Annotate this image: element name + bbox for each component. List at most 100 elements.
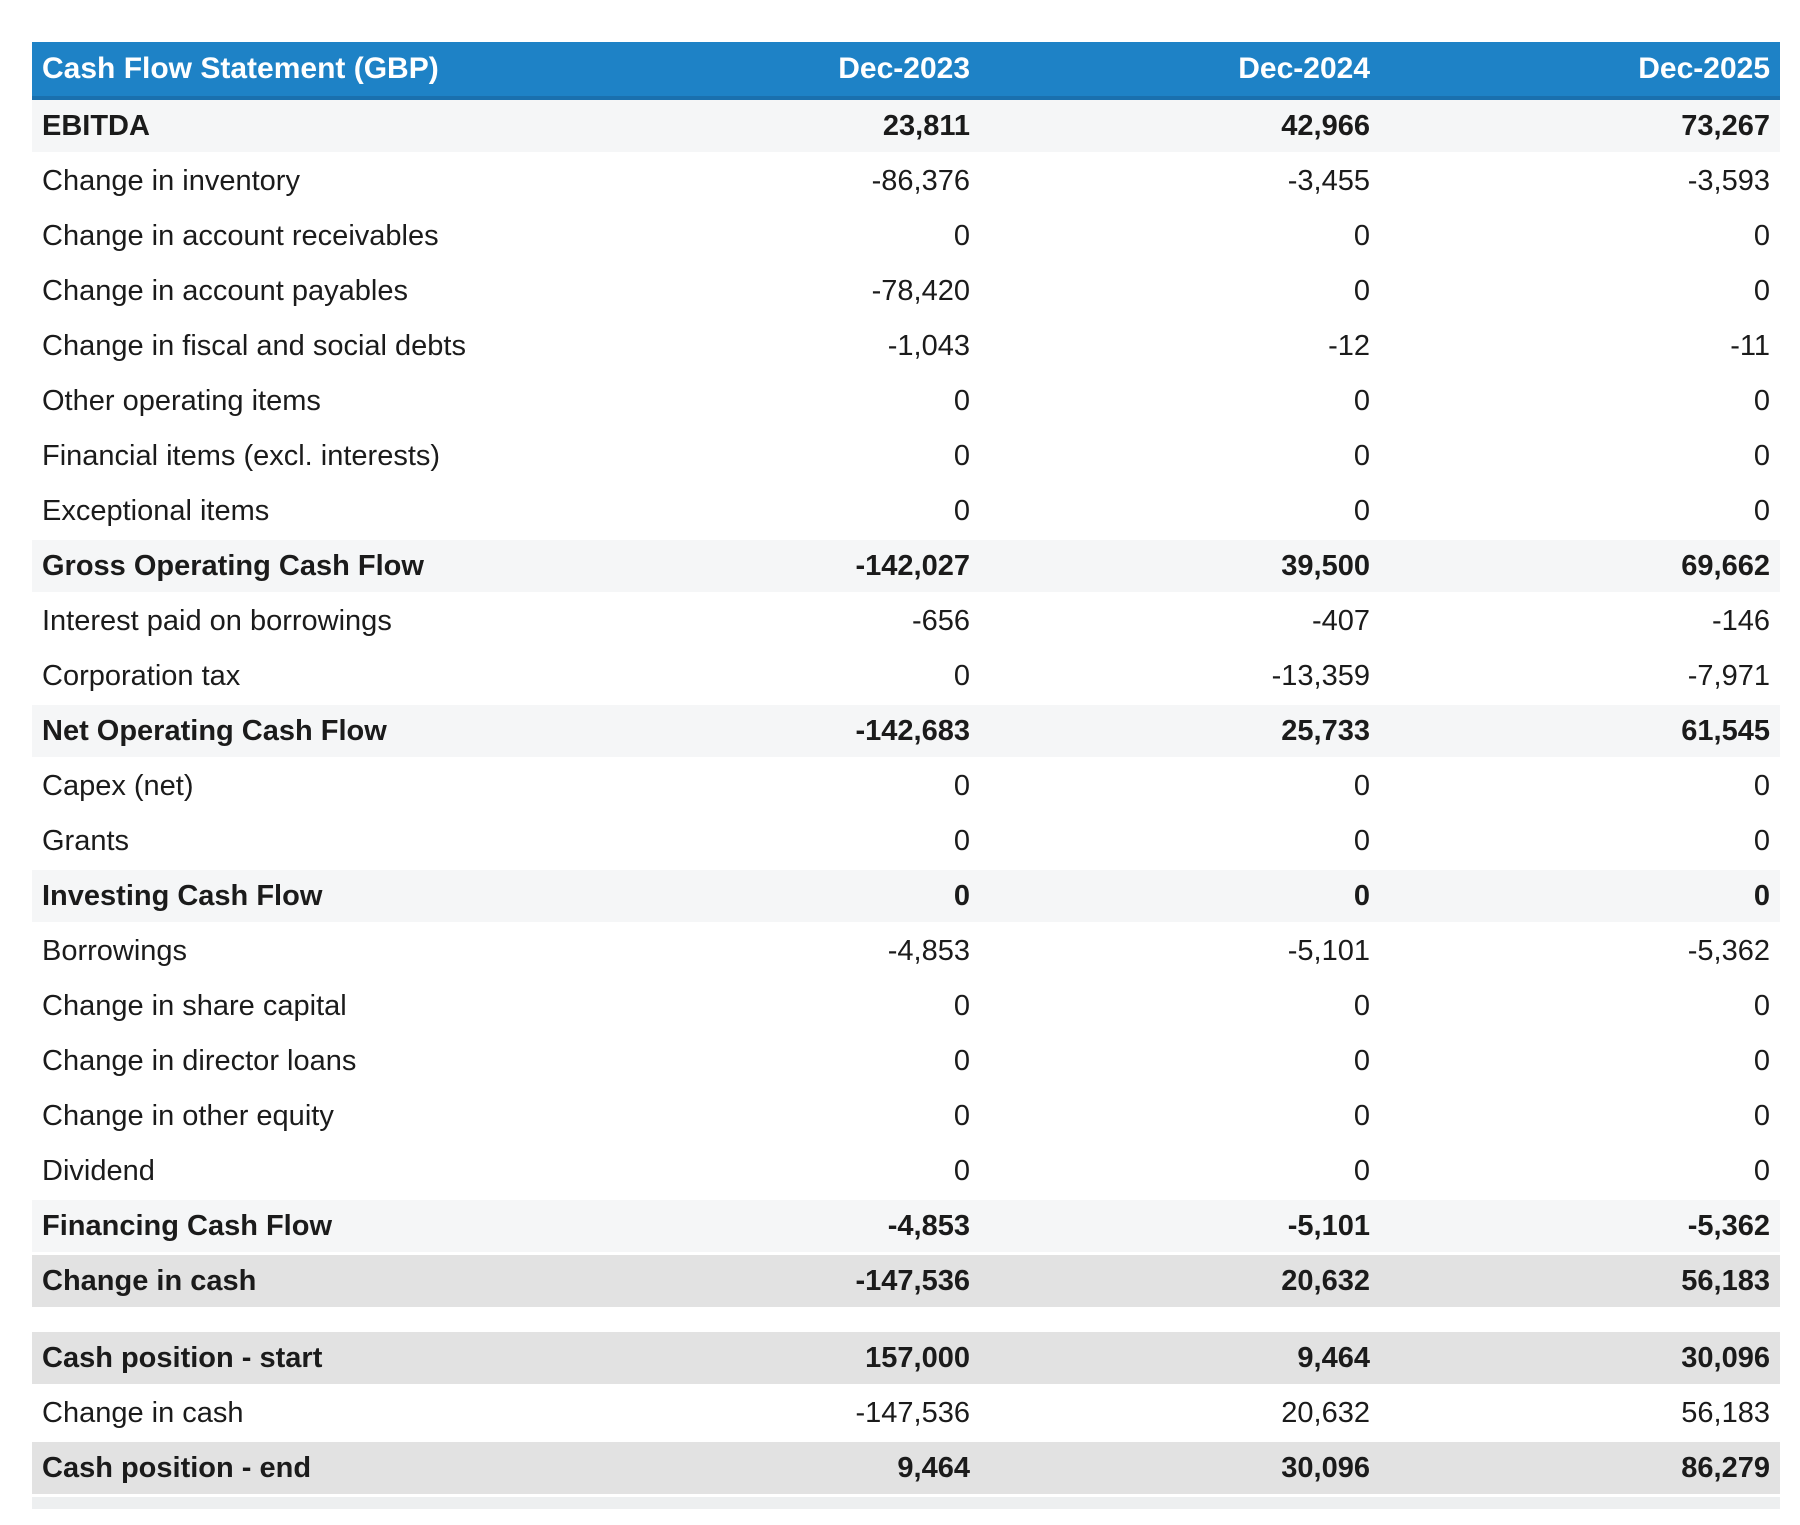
row-label: Change in account payables (42, 275, 408, 307)
cell-value: 61,545 (1681, 715, 1770, 747)
cell-value: 9,464 (1297, 1342, 1370, 1374)
cell-value: 39,500 (1281, 550, 1370, 582)
cell-value: 0 (1353, 1100, 1370, 1132)
row-label: Change in share capital (42, 990, 347, 1022)
cell-value: 0 (953, 220, 970, 252)
row-label: Change in cash (42, 1397, 244, 1429)
table-row: Net Operating Cash Flow -142,683 25,733 61,… (32, 705, 1780, 760)
cell-value: 25,733 (1281, 715, 1370, 747)
cell-value: 0 (1353, 220, 1370, 252)
table-title: Cash Flow Statement (GBP) (42, 52, 439, 85)
cell-value: 0 (953, 385, 970, 417)
cell-value: -142,027 (855, 550, 971, 582)
cell-value: 0 (1353, 385, 1370, 417)
row-label: Capex (net) (42, 770, 194, 802)
cell-value: -11 (1730, 330, 1770, 362)
cell-value: -3,593 (1687, 165, 1770, 197)
row-label: Interest paid on borrowings (42, 605, 392, 637)
cell-value: 0 (1753, 990, 1770, 1022)
cell-value: 0 (953, 440, 970, 472)
cell-value: 0 (1753, 770, 1770, 802)
table-row: EBITDA 23,811 42,966 73,267 (32, 100, 1780, 155)
cell-value: 0 (1353, 825, 1370, 857)
column-header-dec-2023: Dec-2023 (838, 52, 970, 85)
cell-value: 0 (953, 495, 970, 527)
cell-value: 0 (1753, 825, 1770, 857)
cell-value: 0 (1353, 880, 1370, 912)
row-label: Change in director loans (42, 1045, 357, 1077)
cell-value: 86,279 (1681, 1452, 1770, 1484)
cell-value: 0 (1753, 440, 1770, 472)
cell-value: -3,455 (1287, 165, 1370, 197)
cell-value: 56,183 (1681, 1397, 1770, 1429)
row-label: Financing Cash Flow (42, 1210, 333, 1242)
table-row: Grants 0 0 0 (32, 815, 1780, 870)
cell-value: 0 (1353, 770, 1370, 802)
section-spacer (32, 1310, 1780, 1332)
cell-value: -1,043 (887, 330, 970, 362)
table-row: Change in share capital 0 0 0 (32, 980, 1780, 1035)
cell-value: 0 (953, 660, 970, 692)
cell-value: -12 (1328, 330, 1370, 362)
row-label: Cash position - start (42, 1342, 323, 1374)
table-row: Change in account payables -78,420 0 0 (32, 265, 1780, 320)
table-row: Cash position - start 157,000 9,464 30,096 (32, 1332, 1780, 1387)
row-label: Gross Operating Cash Flow (42, 550, 424, 582)
table-row: Change in director loans 0 0 0 (32, 1035, 1780, 1090)
row-label: Other operating items (42, 385, 321, 417)
table-row: Change in fiscal and social debts -1,043 -… (32, 320, 1780, 375)
cell-value: 0 (1753, 1100, 1770, 1132)
row-label: Financial items (excl. interests) (42, 440, 441, 472)
cash-flow-statement-table: Cash Flow Statement (GBP) Dec-2023 Dec-2… (32, 42, 1780, 1509)
cell-value: -147,536 (855, 1265, 971, 1297)
cell-value: -78,420 (871, 275, 970, 307)
table-row: Capex (net) 0 0 0 (32, 760, 1780, 815)
cell-value: -5,101 (1287, 1210, 1370, 1242)
row-label: Cash position - end (42, 1452, 312, 1484)
table-row: Cash position - end 9,464 30,096 86,279 (32, 1442, 1780, 1497)
table-header-row: Cash Flow Statement (GBP) Dec-2023 Dec-2… (32, 42, 1780, 100)
cell-value: 20,632 (1281, 1397, 1370, 1429)
row-label: Grants (42, 825, 130, 857)
cell-value: 0 (1753, 495, 1770, 527)
cell-value: -5,362 (1687, 1210, 1770, 1242)
table-row: Financing Cash Flow -4,853 -5,101 -5,362 (32, 1200, 1780, 1255)
row-label: Change in cash (42, 1265, 257, 1297)
column-header-dec-2024: Dec-2024 (1238, 52, 1370, 85)
table-row: Change in other equity 0 0 0 (32, 1090, 1780, 1145)
cell-value: 0 (1353, 440, 1370, 472)
cell-value: -4,853 (887, 1210, 970, 1242)
table-row: Interest paid on borrowings -656 -407 -146 (32, 595, 1780, 650)
column-header-dec-2025: Dec-2025 (1638, 52, 1770, 85)
row-label: Change in account receivables (42, 220, 439, 252)
row-label: EBITDA (42, 110, 150, 142)
row-label: Net Operating Cash Flow (42, 715, 387, 747)
table-row: Other operating items 0 0 0 (32, 375, 1780, 430)
cell-value: 30,096 (1681, 1342, 1770, 1374)
table-row: Change in cash -147,536 20,632 56,183 (32, 1255, 1780, 1310)
table-row: Corporation tax 0 -13,359 -7,971 (32, 650, 1780, 705)
cell-value: -142,683 (855, 715, 971, 747)
cell-value: -5,101 (1287, 935, 1370, 967)
cell-value: -146 (1711, 605, 1770, 637)
cell-value: 69,662 (1681, 550, 1770, 582)
cell-value: 0 (953, 1100, 970, 1132)
cell-value: 0 (1753, 1155, 1770, 1187)
cell-value: 0 (1753, 1045, 1770, 1077)
cell-value: 0 (1353, 275, 1370, 307)
table-footer-strip (32, 1497, 1780, 1509)
row-label: Dividend (42, 1155, 155, 1187)
cell-value: 0 (1753, 275, 1770, 307)
cell-value: -407 (1311, 605, 1370, 637)
cell-value: -4,853 (887, 935, 970, 967)
table-row: Investing Cash Flow 0 0 0 (32, 870, 1780, 925)
cell-value: 0 (1753, 220, 1770, 252)
table-row: Change in cash -147,536 20,632 56,183 (32, 1387, 1780, 1442)
row-label: Investing Cash Flow (42, 880, 323, 912)
table-row: Borrowings -4,853 -5,101 -5,362 (32, 925, 1780, 980)
table-body: EBITDA 23,811 42,966 73,267 Change in invent… (32, 100, 1780, 1497)
table-row: Dividend 0 0 0 (32, 1145, 1780, 1200)
cell-value: 0 (953, 990, 970, 1022)
row-label: Corporation tax (42, 660, 241, 692)
cell-value: -7,971 (1687, 660, 1770, 692)
